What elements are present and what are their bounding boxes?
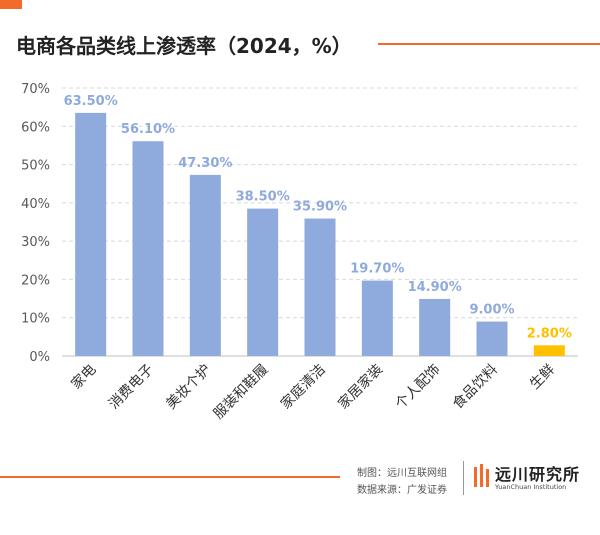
data-label: 19.70%	[350, 262, 404, 277]
bar-4	[247, 208, 279, 356]
footer-accent-line	[0, 476, 340, 478]
data-label: 2.80%	[527, 326, 572, 341]
y-tick-label: 20%	[21, 273, 50, 288]
bar-8	[476, 321, 508, 356]
y-tick-label: 30%	[21, 235, 50, 250]
title-accent-line	[378, 43, 600, 45]
data-label: 56.10%	[121, 122, 175, 137]
x-tick-label: 美妆个护	[163, 362, 214, 413]
logo-name: 远川研究所	[495, 465, 581, 484]
y-tick-label: 60%	[21, 120, 50, 135]
x-tick-label: 家居家装	[335, 361, 387, 413]
bar-9	[533, 345, 565, 356]
bar-chart: 0% 10% 20% 30% 40% 50% 60% 70% 63.50% 家电 56.10% 消费电…	[21, 82, 578, 423]
x-tick-label: 个人配饰	[393, 362, 444, 413]
bar-7	[419, 298, 451, 356]
x-tick-label: 食品饮料	[449, 361, 501, 413]
x-tick-label: 服装和鞋履	[211, 362, 272, 423]
data-label: 63.50%	[64, 94, 118, 109]
bar-5	[304, 218, 336, 356]
y-tick-label: 40%	[21, 197, 50, 212]
x-tick-label: 家庭清洁	[277, 361, 329, 413]
y-tick-label: 50%	[21, 159, 50, 174]
y-tick-label: 70%	[21, 82, 50, 97]
data-label: 9.00%	[469, 303, 514, 318]
bar-2	[132, 141, 164, 356]
x-tick-label: 生鲜	[527, 362, 558, 393]
data-label: 14.90%	[408, 280, 462, 295]
logo-subtitle: YuanChuan Institution	[495, 483, 567, 491]
bar-3	[189, 174, 221, 356]
footer-divider	[463, 461, 464, 495]
accent-corner-block	[0, 0, 22, 9]
data-label: 35.90%	[293, 200, 347, 215]
chart-credit: 制图：远川互联网组	[357, 468, 447, 479]
y-tick-label: 10%	[21, 312, 50, 327]
data-label: 47.30%	[178, 156, 232, 171]
bar-1	[75, 112, 107, 356]
yuanchuan-logo-icon	[474, 464, 489, 487]
x-tick-label: 消费电子	[106, 362, 157, 413]
chart-title: 电商各品类线上渗透率（2024，%）	[16, 34, 352, 58]
x-tick-label: 家电	[68, 361, 100, 393]
data-source: 数据来源：广发证券	[357, 485, 447, 496]
bar-6	[361, 280, 393, 356]
y-tick-label: 0%	[29, 350, 50, 365]
data-label: 38.50%	[236, 190, 290, 205]
